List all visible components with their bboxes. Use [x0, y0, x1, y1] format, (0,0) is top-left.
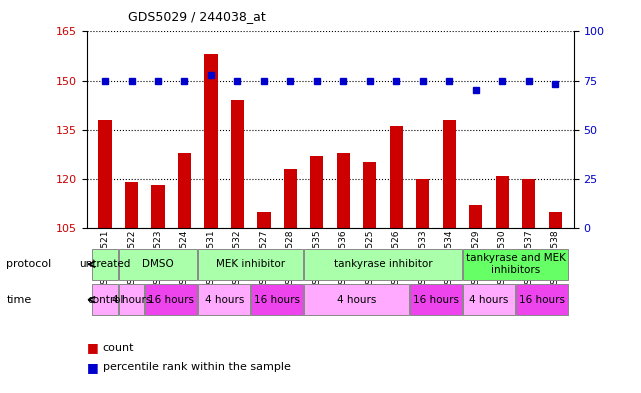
Text: count: count [103, 343, 134, 353]
Bar [516, 284, 568, 315]
Bar [410, 284, 462, 315]
Bar [125, 182, 138, 228]
Text: 16 hours: 16 hours [254, 295, 300, 305]
Text: 16 hours: 16 hours [519, 295, 565, 305]
Text: 4 hours: 4 hours [337, 295, 376, 305]
Bar [204, 54, 217, 228]
Text: DMSO: DMSO [142, 259, 174, 269]
Text: 4 hours: 4 hours [469, 295, 509, 305]
Text: 16 hours: 16 hours [148, 295, 194, 305]
Bar [119, 249, 197, 280]
Text: MEK inhibitor: MEK inhibitor [216, 259, 285, 269]
Text: tankyrase inhibitor: tankyrase inhibitor [334, 259, 433, 269]
Text: ■: ■ [87, 361, 98, 374]
Bar [146, 284, 197, 315]
Bar [495, 176, 509, 228]
Bar [151, 185, 165, 228]
Bar [310, 156, 324, 228]
Bar [257, 211, 271, 228]
Bar [304, 284, 409, 315]
Bar [231, 100, 244, 228]
Bar [178, 152, 191, 228]
Bar [443, 120, 456, 228]
Bar [463, 284, 515, 315]
Bar [251, 284, 303, 315]
Bar [92, 284, 118, 315]
Bar [284, 169, 297, 228]
Bar [363, 162, 376, 228]
Text: protocol: protocol [6, 259, 52, 269]
Text: tankyrase and MEK
inhibitors: tankyrase and MEK inhibitors [465, 253, 565, 275]
Text: 16 hours: 16 hours [413, 295, 459, 305]
Text: ■: ■ [87, 341, 98, 354]
Bar [549, 211, 562, 228]
Bar [304, 249, 462, 280]
Bar [337, 152, 350, 228]
Bar [463, 249, 568, 280]
Bar [390, 127, 403, 228]
Bar [416, 179, 429, 228]
Bar [198, 284, 250, 315]
Text: control: control [87, 295, 123, 305]
Text: time: time [6, 295, 31, 305]
Bar [469, 205, 483, 228]
Bar [119, 284, 144, 315]
Bar [99, 120, 112, 228]
Text: 4 hours: 4 hours [204, 295, 244, 305]
Bar [198, 249, 303, 280]
Text: percentile rank within the sample: percentile rank within the sample [103, 362, 290, 373]
Text: 4 hours: 4 hours [112, 295, 151, 305]
Text: GDS5029 / 244038_at: GDS5029 / 244038_at [128, 10, 266, 23]
Bar [522, 179, 535, 228]
Text: untreated: untreated [79, 259, 131, 269]
Bar [92, 249, 118, 280]
